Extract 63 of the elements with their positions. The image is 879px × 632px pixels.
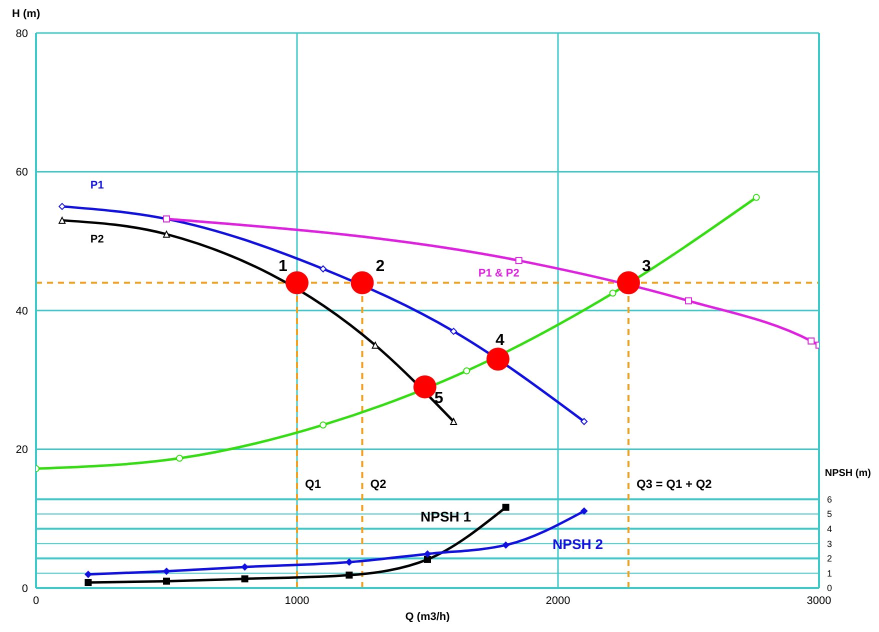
x-tick-label: 3000 — [806, 594, 832, 607]
y2-tick-label: 2 — [827, 554, 832, 564]
point — [580, 418, 588, 425]
ref-line-label: Q2 — [370, 477, 387, 491]
point — [84, 579, 92, 586]
y2-tick-label: 0 — [827, 583, 832, 594]
y2-tick-label: 5 — [827, 509, 832, 520]
point — [163, 568, 170, 575]
y2-tick-label: 6 — [827, 494, 832, 504]
point — [163, 578, 170, 585]
point — [616, 271, 640, 294]
point — [502, 542, 510, 549]
y2-tick-label: 4 — [827, 524, 832, 534]
y2-tick-label: 1 — [827, 568, 832, 578]
y-axis-title: H (m) — [12, 8, 40, 20]
ref-line-label: Q1 — [305, 477, 322, 491]
y-tick-label: 60 — [16, 166, 28, 179]
point — [424, 550, 431, 558]
series-label: P1 & P2 — [478, 268, 520, 280]
ref-line-label: Q3 = Q1 + Q2 — [636, 477, 712, 491]
point — [320, 265, 327, 272]
point — [241, 575, 248, 582]
point — [286, 271, 308, 294]
point — [515, 257, 522, 264]
series-label: P2 — [90, 233, 104, 246]
point — [413, 375, 436, 398]
point — [176, 454, 184, 462]
point — [463, 367, 470, 374]
point — [450, 418, 458, 425]
point — [346, 558, 353, 566]
point — [350, 271, 374, 294]
y-tick-label: 20 — [16, 444, 28, 456]
x-tick-label: 2000 — [546, 594, 570, 607]
annotation: 1 — [278, 258, 288, 275]
point — [241, 563, 248, 570]
point — [58, 216, 66, 224]
y2-axis-title: NPSH (m) — [824, 468, 871, 479]
point — [609, 290, 616, 297]
point — [84, 570, 92, 578]
annotation: 4 — [496, 332, 505, 350]
point — [346, 572, 353, 579]
point — [502, 504, 510, 511]
point — [320, 421, 327, 428]
point — [808, 338, 815, 345]
point — [372, 342, 379, 349]
point — [685, 297, 692, 304]
y-tick-label: 80 — [16, 28, 28, 40]
y2-tick-label: 3 — [827, 538, 832, 549]
annotation: 5 — [434, 390, 444, 407]
x-tick-label: 0 — [32, 594, 40, 607]
series-label: P1 — [90, 179, 104, 192]
y-tick-label: 40 — [16, 305, 28, 318]
y-tick-label: 0 — [22, 582, 28, 595]
point — [58, 202, 66, 210]
point — [163, 230, 170, 238]
point — [450, 328, 458, 335]
point — [752, 194, 760, 201]
x-tick-label: 1000 — [284, 594, 310, 607]
point — [580, 508, 588, 515]
annotation: 2 — [376, 258, 385, 275]
x-axis-title: Q (m3/h) — [405, 611, 450, 623]
annotation: 3 — [642, 258, 652, 275]
point — [486, 348, 510, 371]
